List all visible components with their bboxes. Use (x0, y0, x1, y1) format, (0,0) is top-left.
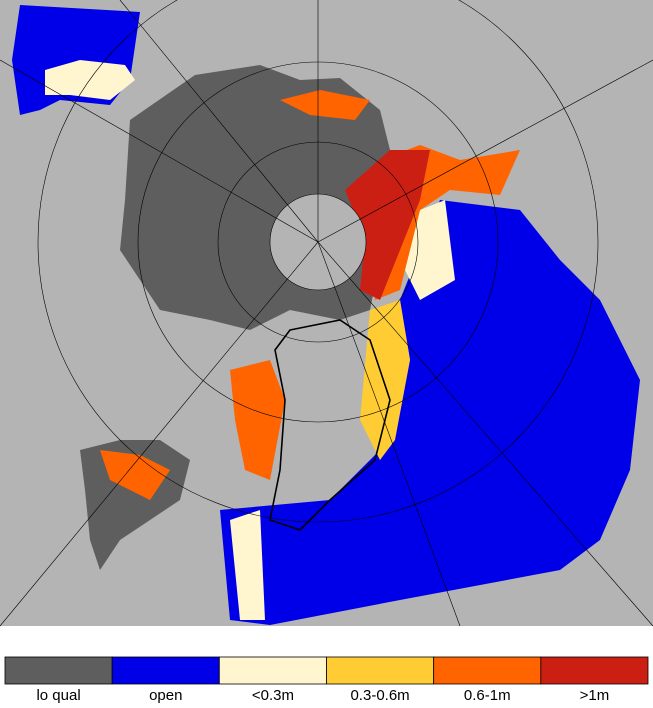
legend-swatch (540, 656, 649, 685)
thin-ice (230, 510, 265, 620)
legend-label: <0.3m (252, 687, 294, 704)
map (0, 0, 653, 627)
legend-label: lo qual (36, 687, 80, 704)
very-thick-ice (345, 150, 430, 300)
medium-ice (360, 300, 410, 460)
legend-swatch (111, 656, 220, 685)
legend-swatch (326, 656, 435, 685)
legend: lo qual open <0.3m 0.3-0.6m 0.6-1m >1m (4, 656, 649, 704)
legend-label: 0.3-0.6m (350, 687, 409, 704)
legend-label: >1m (580, 687, 610, 704)
thick-ice (230, 360, 285, 480)
greenland (269, 319, 391, 531)
legend-label: open (149, 687, 182, 704)
open-water (220, 200, 640, 625)
thin-ice (45, 60, 135, 100)
thin-ice (405, 200, 455, 300)
open-water (540, 330, 635, 420)
thick-ice (280, 90, 370, 120)
graticule (0, 0, 653, 627)
legend-swatch (4, 656, 113, 685)
legend-swatch (433, 656, 542, 685)
legend-label: 0.6-1m (464, 687, 511, 704)
thick-ice (100, 450, 170, 500)
legend-swatch (218, 656, 327, 685)
